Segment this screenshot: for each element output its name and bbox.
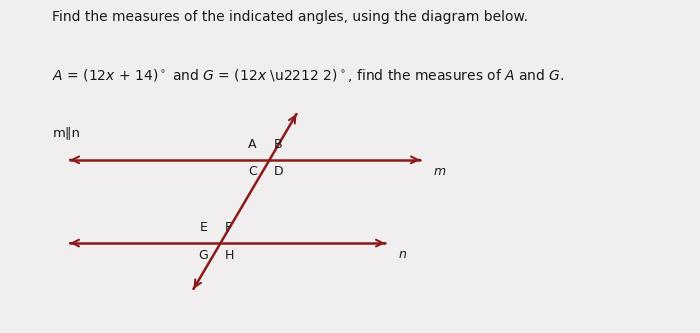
- Text: Find the measures of the indicated angles, using the diagram below.: Find the measures of the indicated angle…: [52, 10, 528, 24]
- Text: m: m: [434, 165, 446, 177]
- Text: H: H: [224, 249, 234, 262]
- Text: D: D: [273, 166, 283, 178]
- Text: A: A: [248, 138, 257, 151]
- Text: F: F: [224, 221, 232, 234]
- Text: n: n: [399, 248, 407, 261]
- Text: G: G: [198, 249, 208, 262]
- Text: m∥n: m∥n: [52, 127, 80, 140]
- Text: $A$ = (12$x$ + 14)$^\circ$ and $G$ = (12$x$ \u2212 2)$^\circ$, find the measures: $A$ = (12$x$ + 14)$^\circ$ and $G$ = (12…: [52, 67, 565, 84]
- Text: C: C: [248, 166, 257, 178]
- Text: E: E: [200, 221, 208, 234]
- Text: B: B: [273, 138, 282, 151]
